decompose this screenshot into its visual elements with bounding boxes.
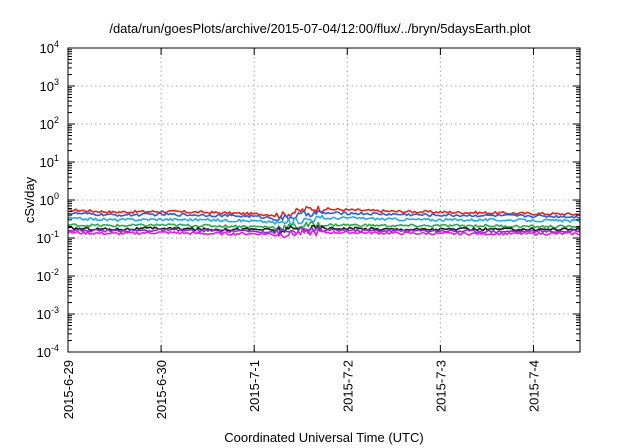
series-line <box>67 214 581 226</box>
x-tick-label: 2015-6-30 <box>154 360 169 419</box>
y-tick-label: 104 <box>40 39 59 56</box>
series-line <box>68 205 581 219</box>
y-tick-base: 10 <box>40 41 54 56</box>
y-tick-label: 10-3 <box>37 305 59 322</box>
y-tick-base: 10 <box>40 79 54 94</box>
y-tick-exponent: 2 <box>54 115 59 125</box>
x-tick-label: 2015-7-3 <box>433 360 448 412</box>
series-line <box>67 224 581 234</box>
series-group <box>67 205 581 239</box>
x-tick-label: 2015-7-2 <box>340 360 355 412</box>
y-tick-exponent: 1 <box>54 153 59 163</box>
y-axis-label: cSv/day <box>22 176 37 223</box>
y-tick-base: 10 <box>40 155 54 170</box>
y-tick-exponent: 0 <box>54 191 59 201</box>
y-tick-base: 10 <box>37 269 51 284</box>
x-tick-labels: 2015-6-29 2015-6-30 2015-7-1 2015-7-2 2015-7… <box>61 360 541 419</box>
series-line <box>67 228 581 239</box>
y-tick-label: 101 <box>40 153 59 170</box>
y-tick-exponent: 3 <box>54 77 59 87</box>
y-tick-label: 100 <box>40 191 59 208</box>
y-tick-label: 10-2 <box>37 267 59 284</box>
x-tick-label: 2015-7-1 <box>247 360 262 412</box>
y-tick-exponent: -3 <box>51 305 59 315</box>
y-tick-exponent: -2 <box>51 267 59 277</box>
x-axis-label: Coordinated Universal Time (UTC) <box>224 430 423 445</box>
y-tick-base: 10 <box>37 231 51 246</box>
series-line <box>67 221 581 232</box>
x-tick-label: 2015-6-29 <box>61 360 76 419</box>
y-tick-base: 10 <box>37 345 51 360</box>
y-tick-label: 10-1 <box>37 229 59 246</box>
y-tick-exponent: -1 <box>51 229 59 239</box>
y-tick-exponent: -4 <box>51 343 59 353</box>
y-tick-base: 10 <box>40 193 54 208</box>
x-tick-label: 2015-7-4 <box>526 360 541 412</box>
y-tick-base: 10 <box>40 117 54 132</box>
y-tick-label: 10-4 <box>37 343 59 360</box>
series-line <box>67 210 581 222</box>
y-tick-label: 103 <box>40 77 59 94</box>
y-tick-label: 102 <box>40 115 59 132</box>
axis-ticks <box>68 47 580 353</box>
grid <box>68 48 580 352</box>
chart-title: /data/run/goesPlots/archive/2015-07-04/1… <box>109 21 531 36</box>
y-tick-exponent: 4 <box>54 39 59 49</box>
y-tick-base: 10 <box>37 307 51 322</box>
